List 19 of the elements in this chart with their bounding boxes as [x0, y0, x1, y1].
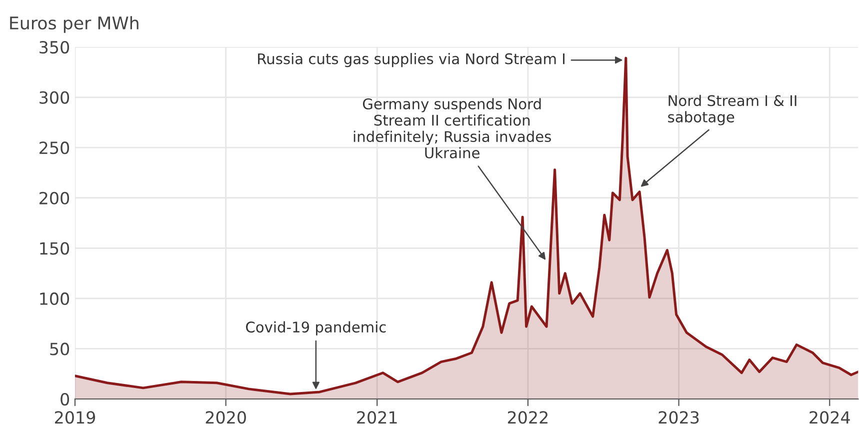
y-tick-label: 200	[40, 192, 70, 204]
x-tick-label: 2024	[810, 411, 850, 424]
annotation: Russia cuts gas supplies via Nord Stream I	[258, 53, 564, 68]
y-tick-label: 50	[50, 342, 70, 356]
y-tick-label: 0	[60, 392, 70, 406]
x-tick-label: 2022	[508, 411, 548, 424]
annotation: Nord Stream I & II sabotage	[668, 94, 796, 126]
x-tick-label: 2020	[206, 411, 246, 424]
x-tick-label: 2023	[658, 411, 699, 424]
x-tick-label: 2021	[357, 411, 397, 424]
y-tick-label: 100	[40, 292, 70, 305]
y-tick-label: 350	[40, 40, 70, 54]
y-tick-label: 150	[40, 242, 70, 255]
annotation: Germany suspends Nord Stream II certification indefinitely; Russia invades Ukraine	[354, 98, 551, 158]
annotation: Covid-19 pandemic	[246, 321, 386, 336]
y-axis-title: Euros per MWh	[10, 16, 138, 33]
y-tick-label: 300	[40, 91, 70, 104]
y-tick-label: 250	[40, 142, 70, 154]
x-tick-label: 2019	[55, 411, 96, 424]
